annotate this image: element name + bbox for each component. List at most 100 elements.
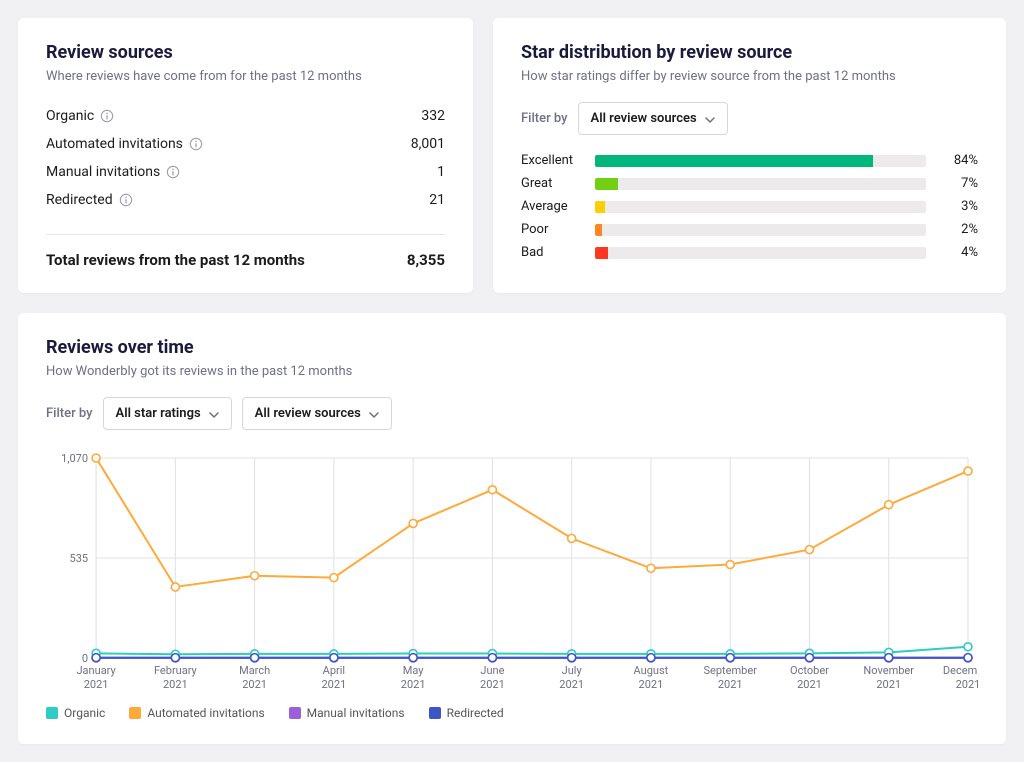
card-title: Review sources: [46, 42, 445, 63]
card-subtitle: Where reviews have come from for the pas…: [46, 69, 445, 84]
svg-text:1,070: 1,070: [61, 452, 88, 465]
distribution-label: Average: [521, 199, 583, 214]
svg-text:2021: 2021: [797, 678, 822, 691]
chevron-down-icon: [705, 114, 715, 124]
svg-text:535: 535: [70, 552, 89, 565]
source-value: 8,001: [411, 136, 445, 152]
svg-text:2021: 2021: [639, 678, 664, 691]
distribution-row: Great 7%: [521, 176, 978, 191]
distribution-bar-track: [595, 178, 926, 190]
legend-label: Manual invitations: [307, 706, 405, 720]
card-title: Star distribution by review source: [521, 42, 978, 63]
legend-swatch: [129, 707, 141, 719]
info-icon[interactable]: [119, 193, 133, 207]
chart-legend: Organic Automated invitations Manual invit…: [46, 706, 978, 720]
source-row: Manual invitations 1: [46, 158, 445, 186]
distribution-bar-track: [595, 224, 926, 236]
distribution-row: Excellent 84%: [521, 153, 978, 168]
svg-text:2021: 2021: [84, 678, 109, 691]
svg-text:November: November: [863, 664, 914, 677]
svg-text:August: August: [634, 664, 669, 677]
svg-text:January: January: [76, 664, 116, 677]
legend-item: Redirected: [429, 706, 504, 720]
dropdown-value: All review sources: [591, 111, 697, 126]
legend-item: Manual invitations: [289, 706, 405, 720]
distribution-pct: 3%: [938, 199, 978, 214]
distribution-bar-fill: [595, 224, 602, 236]
filter-label: Filter by: [46, 406, 93, 421]
info-icon[interactable]: [166, 165, 180, 179]
legend-label: Redirected: [447, 706, 504, 720]
distribution-bar-fill: [595, 155, 873, 167]
source-value: 332: [421, 108, 445, 124]
svg-text:May: May: [403, 664, 425, 677]
svg-text:2021: 2021: [718, 678, 743, 691]
legend-item: Automated invitations: [129, 706, 264, 720]
legend-swatch: [289, 707, 301, 719]
distribution-bar-track: [595, 201, 926, 213]
svg-text:2021: 2021: [401, 678, 426, 691]
review-source-filter-dropdown[interactable]: All review sources: [242, 397, 392, 430]
source-value: 1: [437, 164, 445, 180]
info-icon[interactable]: [100, 109, 114, 123]
distribution-pct: 2%: [938, 222, 978, 237]
legend-swatch: [429, 707, 441, 719]
source-label: Manual invitations: [46, 164, 160, 180]
svg-text:December: December: [943, 664, 978, 677]
distribution-label: Bad: [521, 245, 583, 260]
distribution-pct: 7%: [938, 176, 978, 191]
svg-text:June: June: [480, 664, 504, 677]
legend-label: Automated invitations: [147, 706, 264, 720]
distribution-bar-track: [595, 155, 926, 167]
source-value: 21: [429, 192, 445, 208]
total-value: 8,355: [407, 251, 445, 269]
distribution-label: Excellent: [521, 153, 583, 168]
svg-text:2021: 2021: [322, 678, 347, 691]
divider: [46, 234, 445, 235]
legend-item: Organic: [46, 706, 105, 720]
distribution-row: Bad 4%: [521, 245, 978, 260]
distribution-pct: 4%: [938, 245, 978, 260]
chevron-down-icon: [369, 409, 379, 419]
legend-swatch: [46, 707, 58, 719]
star-rating-filter-dropdown[interactable]: All star ratings: [103, 397, 232, 430]
star-distribution-card: Star distribution by review source How s…: [493, 18, 1006, 293]
dropdown-value: All star ratings: [116, 406, 201, 421]
svg-text:July: July: [562, 664, 583, 677]
svg-text:2021: 2021: [163, 678, 188, 691]
svg-text:October: October: [790, 664, 829, 677]
svg-text:2021: 2021: [559, 678, 584, 691]
svg-text:2021: 2021: [956, 678, 978, 691]
total-label: Total reviews from the past 12 months: [46, 251, 305, 269]
svg-text:September: September: [703, 664, 757, 677]
svg-text:2021: 2021: [242, 678, 267, 691]
distribution-bar-fill: [595, 201, 605, 213]
svg-text:March: March: [239, 664, 270, 677]
legend-label: Organic: [64, 706, 105, 720]
line-chart: 05351,070January2021February2021March202…: [46, 448, 978, 698]
distribution-bar-fill: [595, 178, 618, 190]
svg-text:February: February: [154, 664, 198, 677]
total-row: Total reviews from the past 12 months 8,…: [46, 251, 445, 269]
card-subtitle: How star ratings differ by review source…: [521, 69, 978, 84]
distribution-row: Average 3%: [521, 199, 978, 214]
source-row: Automated invitations 8,001: [46, 130, 445, 158]
source-label: Organic: [46, 108, 94, 124]
source-label: Automated invitations: [46, 136, 183, 152]
review-sources-card: Review sources Where reviews have come f…: [18, 18, 473, 293]
distribution-pct: 84%: [938, 153, 978, 168]
source-row: Redirected 21: [46, 186, 445, 214]
source-label: Redirected: [46, 192, 113, 208]
filter-label: Filter by: [521, 111, 568, 126]
distribution-label: Great: [521, 176, 583, 191]
card-subtitle: How Wonderbly got its reviews in the pas…: [46, 364, 978, 379]
distribution-label: Poor: [521, 222, 583, 237]
review-source-filter-dropdown[interactable]: All review sources: [578, 102, 728, 135]
reviews-over-time-card: Reviews over time How Wonderbly got its …: [18, 313, 1006, 744]
distribution-bar-fill: [595, 247, 608, 259]
dropdown-value: All review sources: [255, 406, 361, 421]
card-title: Reviews over time: [46, 337, 978, 358]
info-icon[interactable]: [189, 137, 203, 151]
svg-text:2021: 2021: [876, 678, 901, 691]
svg-text:April: April: [323, 664, 345, 677]
